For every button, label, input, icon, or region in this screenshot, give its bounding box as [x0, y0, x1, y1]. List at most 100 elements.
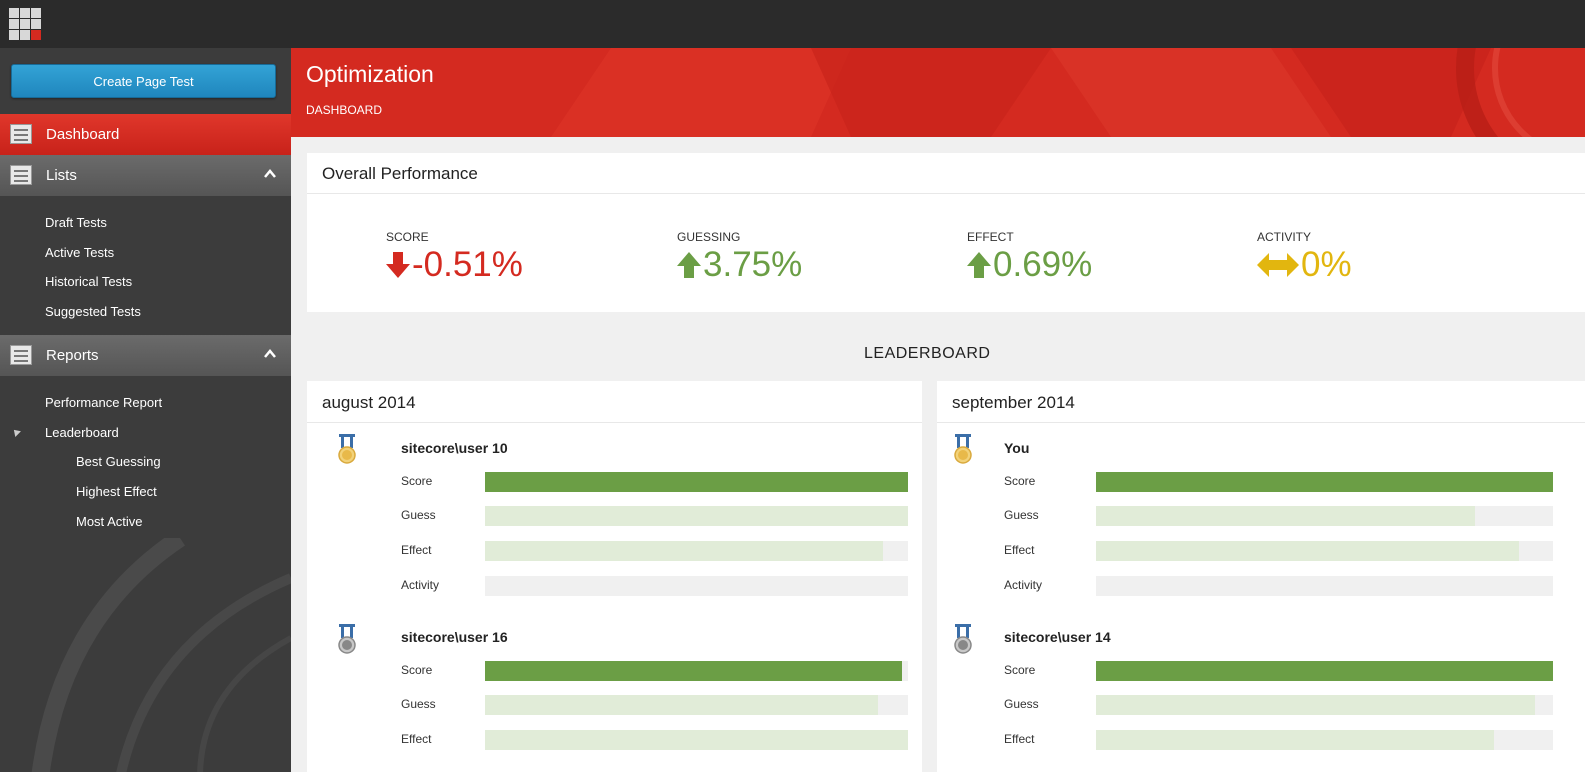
bar-fill [485, 506, 908, 526]
bar-fill [485, 695, 879, 715]
divider [307, 193, 1585, 194]
sidebar: Create Page Test Dashboard Lists Draft T… [0, 48, 291, 772]
silver-medal-icon [954, 624, 972, 654]
top-bar [0, 0, 1585, 48]
activity-bar [485, 576, 908, 596]
nav-item-performance-report[interactable]: Performance Report [45, 395, 163, 410]
leaderboard-card-august: august 2014 sitecore\user 10 Score Guess… [307, 381, 922, 772]
arrow-up-icon [967, 252, 991, 278]
nav-item-highest-effect[interactable]: Highest Effect [76, 484, 157, 499]
effect-bar [485, 730, 908, 750]
effect-bar [485, 541, 908, 561]
effect-bar [1096, 541, 1553, 561]
row-label-guess: Guess [1004, 508, 1039, 522]
bar-fill [485, 730, 908, 750]
metric-value: 0.69% [993, 245, 1093, 284]
row-label-activity: Activity [1004, 578, 1043, 592]
nav-item-most-active[interactable]: Most Active [76, 514, 143, 529]
nav-reports-label: Reports [46, 347, 99, 364]
row-label-effect: Effect [1004, 543, 1035, 557]
gold-medal-icon [954, 434, 972, 464]
nav-item-best-guessing[interactable]: Best Guessing [76, 454, 161, 469]
bar-fill [485, 541, 883, 561]
expand-triangle-icon[interactable] [11, 427, 21, 437]
lists-icon [10, 165, 32, 185]
nav-item-historical-tests[interactable]: Historical Tests [45, 274, 133, 289]
metric-guessing: GUESSING 3.75% [677, 230, 802, 285]
nav-dashboard[interactable]: Dashboard [0, 114, 291, 155]
row-label-activity: Activity [401, 578, 440, 592]
row-label-effect: Effect [401, 732, 432, 746]
bar-fill [1096, 661, 1553, 681]
nav-item-active-tests[interactable]: Active Tests [45, 245, 115, 260]
bar-fill [1096, 730, 1494, 750]
overall-performance-title: Overall Performance [322, 164, 478, 183]
row-label-score: Score [401, 663, 433, 677]
metric-score: SCORE -0.51% [386, 230, 523, 285]
gold-medal-icon [338, 434, 356, 464]
row-label-effect: Effect [1004, 732, 1035, 746]
arrow-down-icon [386, 252, 410, 278]
score-bar [1096, 472, 1553, 492]
bar-fill [1096, 506, 1476, 526]
create-page-test-button[interactable]: Create Page Test [11, 64, 276, 98]
dashboard-icon [10, 124, 32, 144]
metric-activity: ACTIVITY 0% [1257, 230, 1352, 285]
guess-bar [1096, 506, 1553, 526]
arrow-up-icon [677, 252, 701, 278]
row-label-score: Score [1004, 474, 1036, 488]
breadcrumb[interactable]: DASHBOARD [306, 103, 383, 117]
metric-label: GUESSING [677, 230, 741, 244]
effect-bar [1096, 730, 1553, 750]
bar-fill [1096, 472, 1553, 492]
metric-label: ACTIVITY [1257, 230, 1312, 244]
metric-label: EFFECT [967, 230, 1014, 244]
metric-value: 3.75% [703, 245, 803, 284]
score-bar [485, 661, 908, 681]
metric-effect: EFFECT 0.69% [967, 230, 1092, 285]
nav-reports[interactable]: Reports [0, 335, 291, 376]
activity-bar [1096, 576, 1553, 596]
create-page-test-label: Create Page Test [93, 73, 194, 89]
nav-dashboard-label: Dashboard [46, 126, 120, 143]
leaderboard-user-name[interactable]: You [1004, 440, 1030, 456]
header-background-decoration [551, 48, 1533, 137]
month-title: september 2014 [952, 393, 1075, 412]
guess-bar [485, 506, 908, 526]
page-header: Optimization DASHBOARD [291, 48, 1585, 137]
row-label-guess: Guess [1004, 697, 1039, 711]
metric-value: -0.51% [412, 245, 523, 284]
app-launcher-icon[interactable] [9, 8, 42, 41]
silver-medal-icon [338, 624, 356, 654]
nav-item-leaderboard[interactable]: Leaderboard [45, 425, 119, 440]
bar-fill [485, 661, 902, 681]
score-bar [1096, 661, 1553, 681]
leaderboard-user-name[interactable]: sitecore\user 14 [1004, 629, 1111, 645]
sidebar-swirl-decoration [31, 538, 291, 772]
leaderboard-user-name[interactable]: sitecore\user 16 [401, 629, 508, 645]
leaderboard-card-september: september 2014 You Score Guess Effect Ac… [937, 381, 1585, 772]
divider [937, 422, 1585, 423]
chevron-up-icon[interactable] [263, 347, 277, 361]
page-title: Optimization [306, 61, 434, 87]
nav-lists[interactable]: Lists [0, 155, 291, 196]
row-label-guess: Guess [401, 697, 436, 711]
reports-icon [10, 345, 32, 365]
bar-fill [485, 472, 908, 492]
metric-label: SCORE [386, 230, 429, 244]
divider [307, 422, 922, 423]
nav-item-suggested-tests[interactable]: Suggested Tests [45, 304, 141, 319]
month-title: august 2014 [322, 393, 416, 412]
leaderboard-user-name[interactable]: sitecore\user 10 [401, 440, 508, 456]
row-label-guess: Guess [401, 508, 436, 522]
nav-item-draft-tests[interactable]: Draft Tests [45, 215, 107, 230]
score-bar [485, 472, 908, 492]
guess-bar [1096, 695, 1553, 715]
overall-performance-panel: Overall Performance SCORE -0.51% GUESSIN… [307, 153, 1585, 312]
chevron-up-icon[interactable] [263, 167, 277, 181]
arrow-left-right-icon [1257, 253, 1299, 277]
metric-value: 0% [1301, 245, 1352, 284]
row-label-score: Score [401, 474, 433, 488]
row-label-score: Score [1004, 663, 1036, 677]
leaderboard-title: LEADERBOARD [864, 345, 991, 362]
